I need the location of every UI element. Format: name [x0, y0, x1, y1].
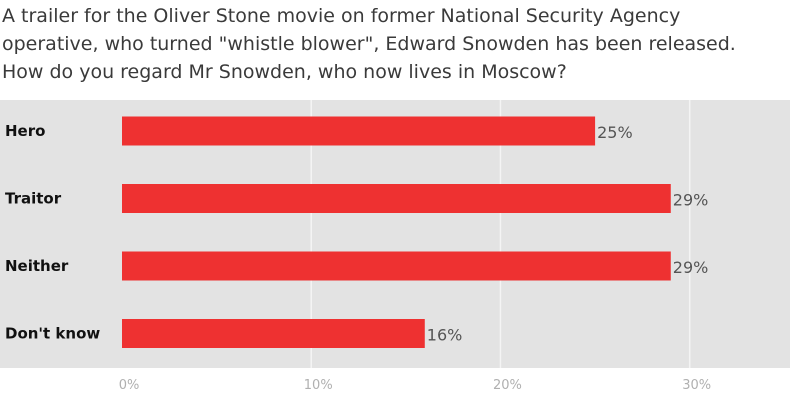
category-label: Don't know	[5, 325, 100, 343]
bar	[122, 116, 596, 146]
bar	[122, 319, 425, 348]
x-tick-label: 0%	[119, 378, 140, 393]
bar	[122, 251, 671, 281]
x-axis-tick-labels: 0% 10% 20% 30%	[119, 378, 711, 393]
x-tick-label: 30%	[682, 378, 711, 393]
category-label: Traitor	[5, 190, 62, 208]
value-label: 29%	[673, 258, 709, 277]
category-label: Hero	[5, 122, 45, 140]
bars	[122, 116, 671, 348]
category-label: Neither	[5, 257, 69, 275]
bar	[122, 184, 671, 213]
category-labels: Hero Traitor Neither Don't know	[5, 122, 100, 343]
value-label: 29%	[673, 191, 709, 210]
x-tick-label: 20%	[493, 378, 522, 393]
value-label: 25%	[597, 123, 633, 142]
x-tick-label: 10%	[304, 378, 333, 393]
value-label: 16%	[427, 326, 463, 345]
value-labels: 25% 29% 29% 16%	[427, 123, 709, 345]
chart-title: A trailer for the Oliver Stone movie on …	[2, 5, 736, 83]
